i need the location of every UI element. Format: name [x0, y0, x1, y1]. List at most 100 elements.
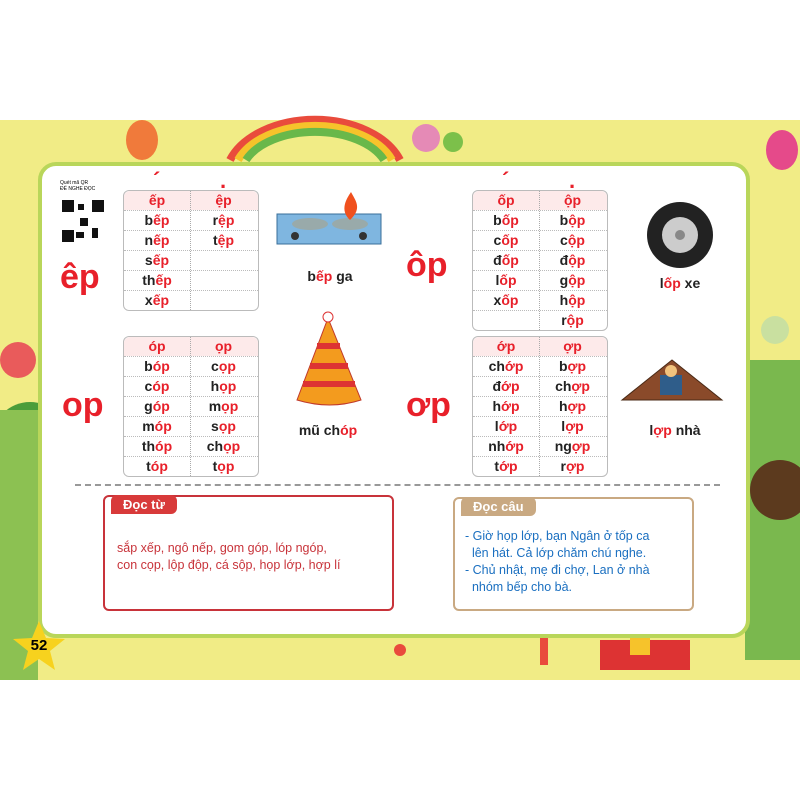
- word-cell: cóp: [124, 377, 190, 396]
- table-row: lốp gộp: [473, 270, 607, 290]
- word-cell: [473, 311, 539, 330]
- reading-line: lên hát. Cả lớp chăm chú nghe.: [465, 546, 646, 560]
- header-text: óp: [148, 338, 166, 354]
- reading-title: Đọc câu: [473, 499, 524, 514]
- word-rhyme: ớp: [499, 458, 518, 474]
- word-rhyme: óp: [152, 358, 170, 374]
- word-cell: rợp: [539, 457, 605, 476]
- caption-part: mũ ch: [298, 422, 341, 438]
- word-onset: đ: [493, 252, 502, 268]
- word-cell: họp: [190, 377, 256, 396]
- word-onset: t: [212, 232, 218, 248]
- word-rhyme: ợp: [565, 418, 584, 434]
- word-rhyme: óp: [150, 458, 168, 474]
- word-cell: [190, 271, 256, 290]
- word-onset: th: [142, 272, 156, 288]
- word-rhyme: ọp: [223, 438, 241, 454]
- word-cell: nhớp: [473, 437, 539, 456]
- word-cell: mọp: [190, 397, 256, 416]
- word-rhyme: ọp: [218, 418, 236, 434]
- table-row: hớp hợp: [473, 396, 607, 416]
- word-onset: h: [559, 292, 569, 308]
- word-cell: thóp: [124, 437, 190, 456]
- word-cell: tọp: [190, 457, 256, 476]
- rhyme-table: ớp ợp chớp bợp đớp chợp hớp hợp lớp lợp nhớp ngợp tớ…: [472, 336, 608, 477]
- word-onset: ch: [206, 438, 224, 454]
- table-row: bốp bộp: [473, 210, 607, 230]
- table-row: thóp chọp: [124, 436, 258, 456]
- word-cell: [190, 291, 256, 310]
- word-cell: rộp: [539, 311, 605, 330]
- word-onset: c: [493, 232, 502, 248]
- word-onset: l: [561, 418, 566, 434]
- caption-part: ga: [332, 268, 353, 284]
- word-cell: độp: [539, 251, 605, 270]
- word-cell: bộp: [539, 211, 605, 230]
- reading-line: - Chủ nhật, mẹ đi chợ, Lan ở nhà: [465, 563, 650, 577]
- word-cell: sếp: [124, 251, 190, 270]
- header-cell: ốp: [473, 191, 539, 210]
- word-rhyme: ếp: [152, 252, 170, 268]
- word-onset: r: [212, 212, 219, 228]
- word-rhyme: ớp: [504, 358, 524, 374]
- word-cell: lợp: [539, 417, 605, 436]
- reading-box: Đọc câu - Giờ họp lớp, bạn Ngân ở tốp ca …: [453, 497, 694, 611]
- word-rhyme: ợp: [571, 438, 591, 454]
- word-onset: đ: [492, 378, 502, 394]
- word-onset: l: [494, 418, 499, 434]
- word-cell: xốp: [473, 291, 539, 310]
- header-text: ệp: [215, 192, 232, 208]
- page-number: 52: [30, 637, 48, 654]
- word-onset: t: [494, 458, 500, 474]
- word-cell: gộp: [539, 271, 605, 290]
- table-row: nếp tệp: [124, 230, 258, 250]
- decorations: [0, 115, 800, 680]
- word-rhyme: ọp: [218, 358, 236, 374]
- word-rhyme: ộp: [568, 252, 586, 268]
- caption-part: xe: [680, 275, 701, 291]
- word-onset: ch: [555, 378, 572, 394]
- word-rhyme: ộp: [568, 292, 586, 308]
- header-row: óp ọp: [124, 337, 258, 356]
- table-row: xốp hộp: [473, 290, 607, 310]
- word-onset: t: [146, 458, 151, 474]
- rhyme-label: op: [62, 386, 104, 425]
- word-rhyme: ếp: [153, 232, 170, 248]
- word-onset: nh: [488, 438, 506, 454]
- word-rhyme: óp: [152, 398, 170, 414]
- word-cell: [190, 251, 256, 270]
- caption-part: l: [659, 275, 664, 291]
- header-row: ốp ộp: [473, 191, 607, 210]
- rhyme-label: ơp: [406, 386, 451, 425]
- table-row: đớp chợp: [473, 376, 607, 396]
- word-rhyme: ớp: [501, 398, 520, 414]
- reading-text: - Giờ họp lớp, bạn Ngân ở tốp ca: [465, 529, 650, 543]
- word-rhyme: ệp: [217, 232, 234, 248]
- word-rhyme: óp: [152, 378, 170, 394]
- caption-part: ốp: [663, 275, 681, 291]
- word-rhyme: ọp: [217, 458, 235, 474]
- reading-tab: Đọc câu: [461, 497, 536, 516]
- header-text: ộp: [563, 192, 582, 208]
- header-text: ớp: [496, 338, 516, 354]
- word-rhyme: ếp: [152, 292, 170, 308]
- header-text: ếp: [148, 192, 166, 208]
- word-rhyme: ộp: [567, 232, 585, 248]
- table-row: rộp: [473, 310, 607, 330]
- word-onset: l: [495, 272, 500, 288]
- word-onset: b: [559, 212, 569, 228]
- word-onset: n: [144, 232, 154, 248]
- word-cell: bóp: [124, 357, 190, 376]
- reading-box: Đọc từ sắp xếp, ngô nếp, gom góp, lóp ngó…: [103, 495, 394, 611]
- reading-line: nhóm bếp cho bà.: [465, 580, 572, 594]
- word-cell: tệp: [190, 231, 256, 250]
- header-text: ọp: [214, 338, 233, 354]
- reading-line: con cọp, lộp độp, cá sộp, họp lớp, hợp l…: [117, 558, 340, 572]
- table-row: thếp: [124, 270, 258, 290]
- table-row: cóp họp: [124, 376, 258, 396]
- word-cell: bốp: [473, 211, 539, 230]
- word-cell: móp: [124, 417, 190, 436]
- tire-image: [647, 202, 713, 268]
- word-onset: h: [492, 398, 502, 414]
- word-onset: ch: [488, 358, 505, 374]
